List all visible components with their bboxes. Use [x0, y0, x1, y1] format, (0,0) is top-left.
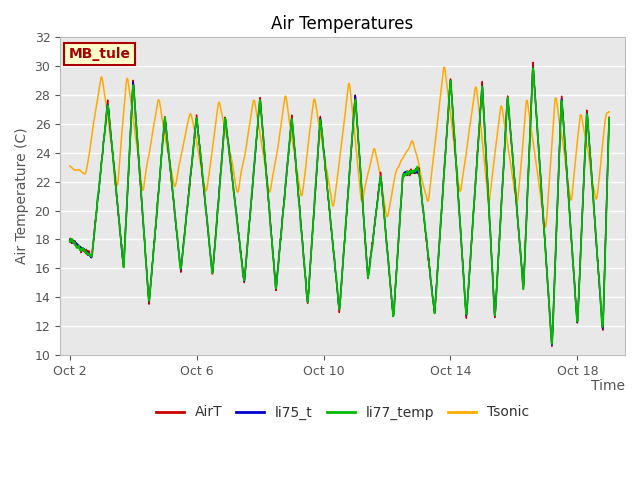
Legend: AirT, li75_t, li77_temp, Tsonic: AirT, li75_t, li77_temp, Tsonic [150, 400, 535, 425]
X-axis label: Time: Time [591, 379, 625, 393]
Text: MB_tule: MB_tule [68, 47, 131, 61]
Title: Air Temperatures: Air Temperatures [271, 15, 413, 33]
Y-axis label: Air Temperature (C): Air Temperature (C) [15, 128, 29, 264]
